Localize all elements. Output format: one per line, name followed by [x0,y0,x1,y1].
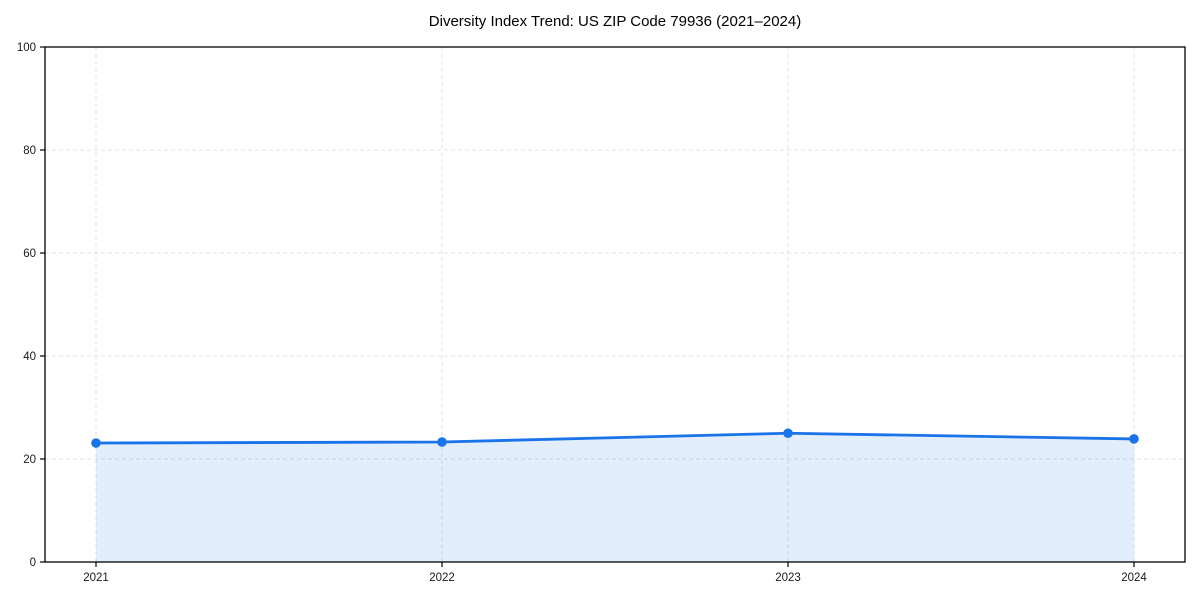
plot-border [44,46,1186,563]
y-axis-tick-label: 0 [30,557,36,569]
trend-line [94,431,1136,445]
y-axis-tick-label: 100 [17,42,36,54]
x-axis-tick-label: 2021 [83,572,109,584]
chart-title: Diversity Index Trend: US ZIP Code 79936… [428,13,802,30]
y-axis-tick-label: 60 [23,248,36,260]
y-axis-tick-label: 20 [23,454,36,466]
data-point-marker [91,438,101,448]
x-axis-tick-label: 2023 [775,572,801,584]
y-axis-tick-label: 80 [23,145,36,157]
data-point-marker [1129,434,1139,444]
x-axis-tick-label: 2024 [1121,572,1147,584]
area-fill [96,433,1134,562]
x-axis-tick-label: 2022 [429,572,455,584]
data-point-marker [437,437,447,447]
y-axis-tick-label: 40 [23,351,36,363]
data-point-marker [783,428,793,439]
